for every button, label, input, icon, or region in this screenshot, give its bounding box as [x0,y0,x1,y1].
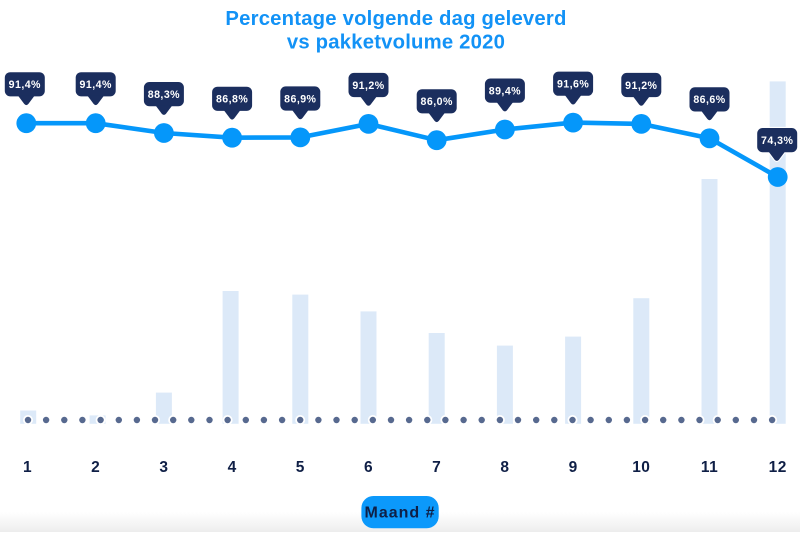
svg-text:91,4%: 91,4% [9,79,41,91]
svg-text:12: 12 [769,459,787,476]
svg-text:6: 6 [364,459,373,476]
svg-text:3: 3 [159,459,168,476]
svg-text:88,3%: 88,3% [148,89,180,101]
svg-text:91,2%: 91,2% [352,80,384,92]
svg-text:89,4%: 89,4% [489,85,521,97]
svg-text:2: 2 [91,459,100,476]
svg-text:86,9%: 86,9% [284,93,316,105]
svg-text:91,4%: 91,4% [80,79,112,91]
svg-text:10: 10 [632,459,650,476]
svg-text:74,3%: 74,3% [761,135,793,147]
svg-text:91,6%: 91,6% [557,79,589,91]
svg-text:11: 11 [701,459,718,476]
svg-text:86,0%: 86,0% [421,96,453,108]
svg-text:9: 9 [569,459,578,476]
svg-text:8: 8 [500,459,509,476]
svg-text:Maand #: Maand # [364,505,435,522]
svg-text:86,8%: 86,8% [216,94,248,106]
svg-text:91,2%: 91,2% [625,80,657,92]
svg-text:1: 1 [23,459,32,476]
svg-text:4: 4 [228,459,237,476]
svg-text:Percentage volgende dag geleve: Percentage volgende dag geleverd [225,8,566,30]
svg-text:7: 7 [432,459,441,476]
svg-text:5: 5 [296,459,305,476]
svg-text:vs pakketvolume 2020: vs pakketvolume 2020 [287,32,505,54]
svg-text:86,6%: 86,6% [693,94,725,106]
